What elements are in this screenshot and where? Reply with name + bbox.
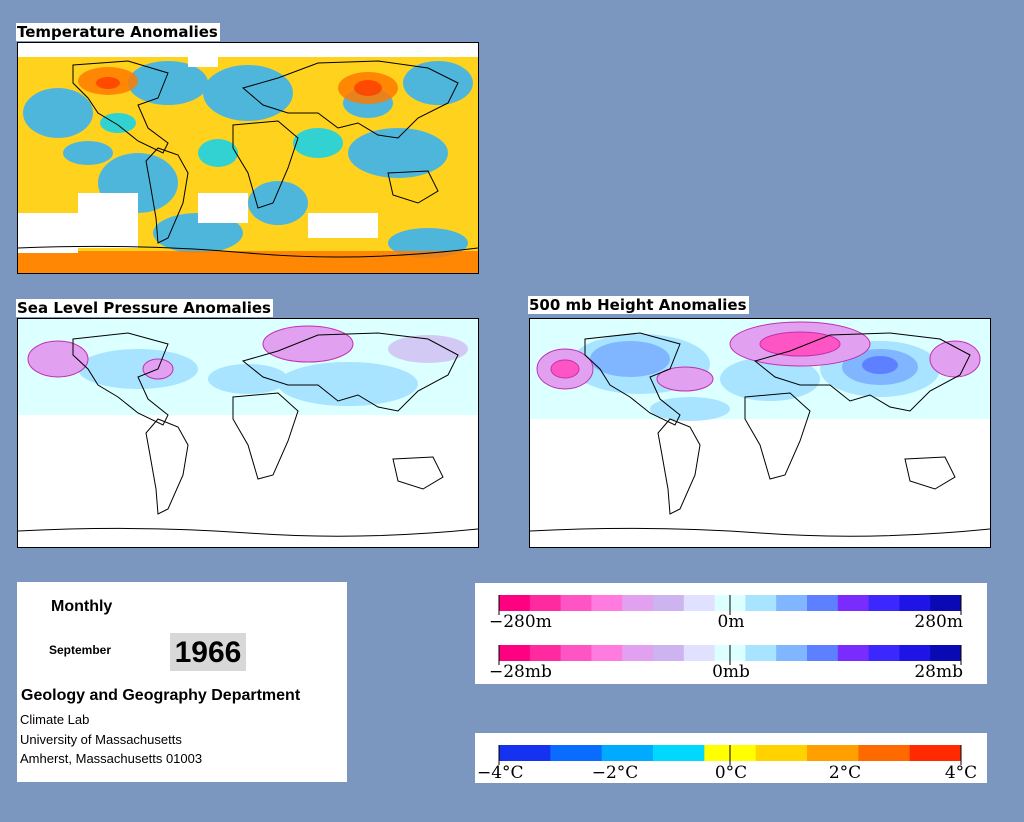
pressure-scale-swatch (653, 645, 685, 661)
height-color-scale (498, 595, 962, 615)
height-zero-label: 0m (718, 612, 745, 632)
temperature-scale-swatch (653, 745, 705, 761)
height-scale-swatch (899, 595, 931, 611)
temperature-map (17, 42, 479, 274)
temperature-scale-swatch (601, 745, 654, 761)
temperature-scale-swatch (755, 745, 808, 761)
university-label: University of Massachusetts (20, 732, 182, 747)
pressure-scale-swatch (560, 645, 592, 661)
pressure-scale-swatch (837, 645, 870, 661)
temperature-scale-swatch (550, 745, 603, 761)
temperature-scale-swatch (807, 745, 859, 761)
pressure-scale-swatch (499, 645, 531, 661)
pressure-zero-label: 0mb (712, 662, 750, 682)
pressure-color-scale (498, 645, 962, 665)
pressure-scale-swatch (930, 645, 962, 661)
temperature-scale-swatch (909, 745, 962, 761)
pressure-scale-swatch (899, 645, 931, 661)
pressure-scale-swatch (868, 645, 900, 661)
slp-map (17, 318, 479, 548)
year-label: 1966 (170, 633, 246, 671)
pressure-scale-swatch (745, 645, 777, 661)
height-min-label: −280m (489, 612, 552, 632)
pressure-scale-swatch (776, 645, 808, 661)
height-scale-swatch (745, 595, 777, 611)
height-scale-swatch (499, 595, 531, 611)
height-scale-swatch (807, 595, 839, 611)
pressure-scale-swatch (622, 645, 654, 661)
temperature-scale-swatch (858, 745, 911, 761)
temp-label-1: −2°C (592, 763, 639, 783)
anomaly-legend: −280m 0m 280m −28mb 0mb 28mb (475, 583, 987, 684)
height-max-label: 280m (914, 612, 963, 632)
temperature-legend: −4°C −2°C 0°C 2°C 4°C (475, 733, 987, 783)
department-label: Geology and Geography Department (21, 687, 301, 704)
temperature-title: Temperature Anomalies (16, 23, 220, 41)
pressure-scale-swatch (591, 645, 623, 661)
temperature-scale-swatch (499, 745, 551, 761)
temp-label-4: 4°C (945, 763, 977, 783)
height-scale-swatch (591, 595, 623, 611)
lab-label: Climate Lab (20, 712, 90, 727)
temperature-color-scale (498, 745, 962, 765)
slp-title: Sea Level Pressure Anomalies (16, 299, 273, 317)
height-scale-swatch (683, 595, 716, 611)
temp-label-2: 0°C (715, 763, 747, 783)
height-scale-swatch (930, 595, 962, 611)
height-scale-swatch (653, 595, 685, 611)
pressure-max-label: 28mb (914, 662, 963, 682)
info-box: Monthly September 1966 Geology and Geogr… (17, 582, 347, 782)
height-map (529, 318, 991, 548)
height-scale-swatch (868, 595, 900, 611)
height-title: 500 mb Height Anomalies (528, 296, 749, 314)
height-scale-swatch (529, 595, 562, 611)
height-scale-swatch (837, 595, 870, 611)
height-scale-swatch (776, 595, 808, 611)
height-scale-swatch (622, 595, 654, 611)
temp-label-0: −4°C (477, 763, 524, 783)
address-label: Amherst, Massachusetts 01003 (20, 751, 203, 766)
pressure-scale-swatch (683, 645, 716, 661)
temp-label-3: 2°C (829, 763, 861, 783)
month-label: September (49, 643, 112, 657)
pressure-min-label: −28mb (489, 662, 552, 682)
period-label: Monthly (51, 598, 113, 615)
pressure-scale-swatch (529, 645, 562, 661)
height-scale-swatch (560, 595, 592, 611)
pressure-scale-swatch (807, 645, 839, 661)
